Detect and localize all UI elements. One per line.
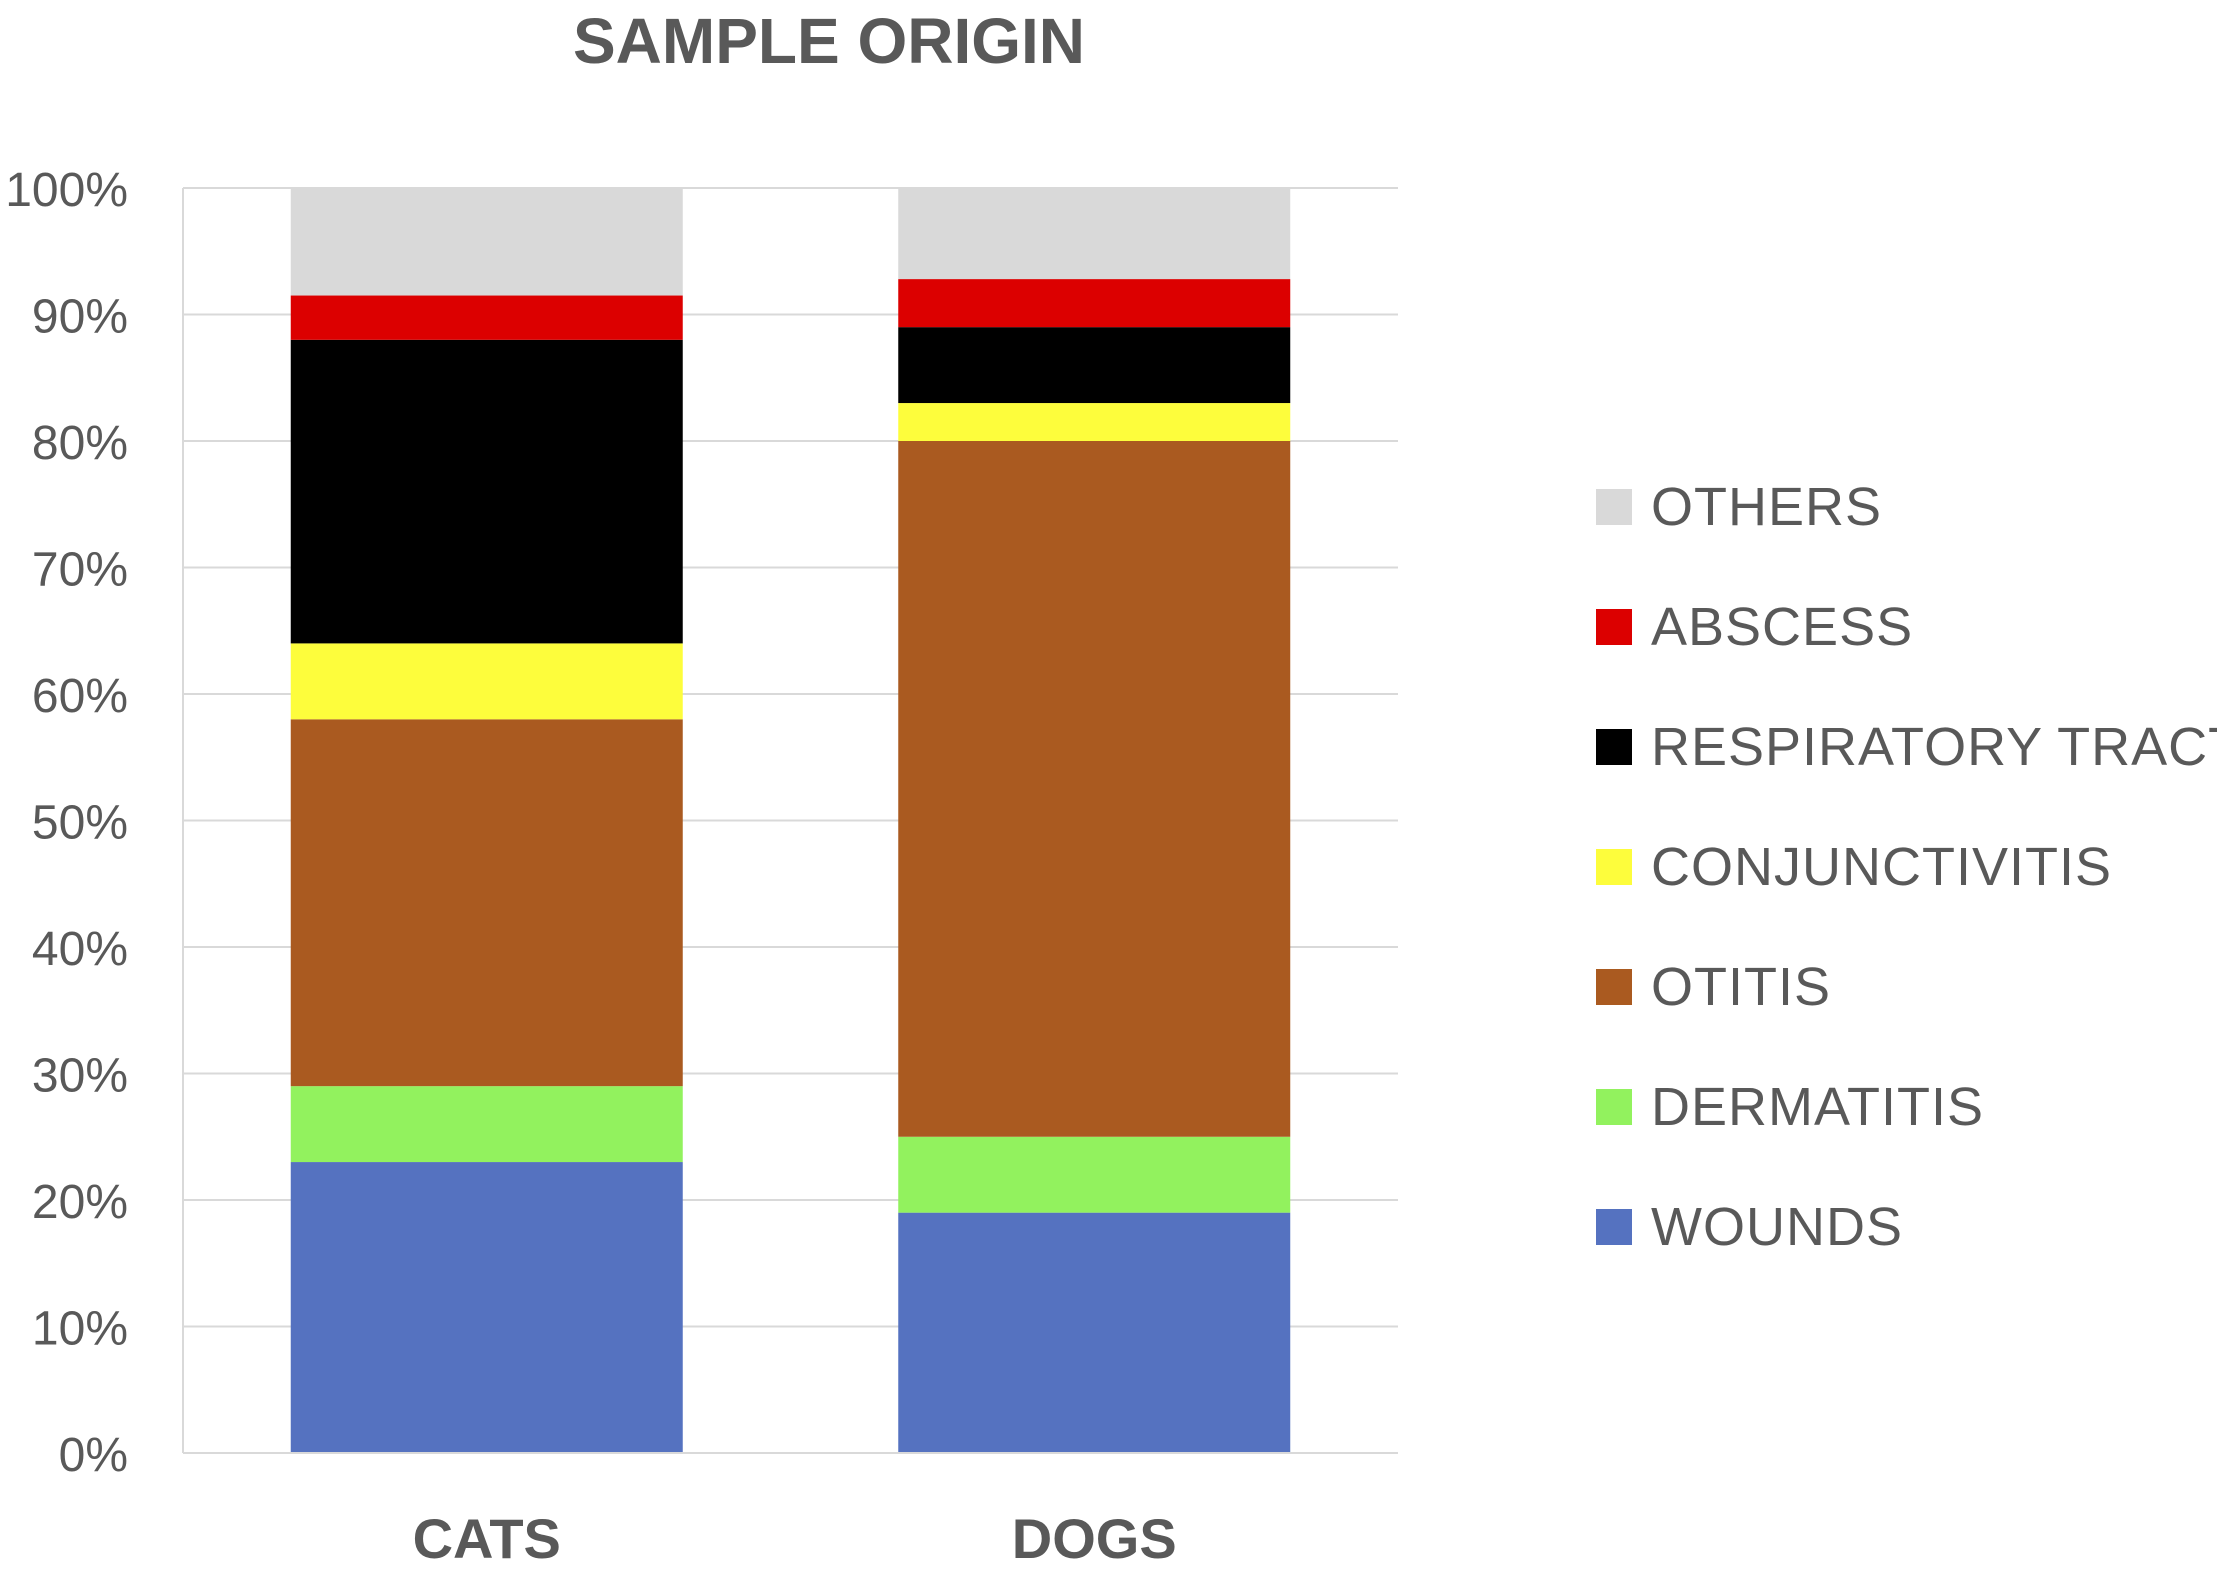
legend-label: DERMATITIS xyxy=(1651,1077,1984,1137)
legend-swatch xyxy=(1596,729,1632,765)
y-tick-label: 100% xyxy=(5,164,128,217)
chart-title: SAMPLE ORIGIN xyxy=(572,5,1086,77)
bar-dogs-wounds xyxy=(898,1212,1291,1453)
bar-cats-otitis xyxy=(290,719,683,1087)
legend-swatch xyxy=(1596,849,1632,885)
bar-cats-dermatitis xyxy=(290,1086,683,1163)
legend-swatch xyxy=(1596,1089,1632,1125)
legend-label: OTHERS xyxy=(1651,477,1883,537)
legend-label: WOUNDS xyxy=(1651,1197,1903,1257)
bar-dogs-dermatitis xyxy=(898,1136,1291,1213)
y-tick-label: 0% xyxy=(59,1429,128,1482)
legend-swatch xyxy=(1596,1209,1632,1245)
legend-swatch xyxy=(1596,609,1632,645)
legend-label: RESPIRATORY TRACT xyxy=(1651,717,2217,777)
legend-label: OTITIS xyxy=(1651,957,1831,1017)
x-tick-label: DOGS xyxy=(1012,1507,1177,1569)
legend-label: ABSCESS xyxy=(1651,597,1914,657)
bar-dogs-respiratory-tract xyxy=(898,327,1291,404)
y-tick-label: 10% xyxy=(32,1303,128,1356)
y-tick-label: 20% xyxy=(32,1176,128,1229)
x-tick-label: CATS xyxy=(413,1507,561,1569)
bar-cats-abscess xyxy=(290,295,683,340)
bar-cats-conjunctivitis xyxy=(290,643,683,720)
y-tick-label: 70% xyxy=(32,544,128,597)
bar-dogs-otitis xyxy=(898,441,1291,1137)
bar-cats-wounds xyxy=(290,1162,683,1453)
y-tick-label: 80% xyxy=(32,417,128,470)
y-tick-label: 60% xyxy=(32,670,128,723)
y-tick-label: 50% xyxy=(32,797,128,850)
legend-swatch xyxy=(1596,969,1632,1005)
bar-dogs-abscess xyxy=(898,279,1291,328)
bar-dogs-conjunctivitis xyxy=(898,403,1291,441)
y-tick-label: 30% xyxy=(32,1050,128,1103)
bar-cats-others xyxy=(290,188,683,296)
y-tick-label: 40% xyxy=(32,923,128,976)
bar-dogs-others xyxy=(898,188,1291,280)
legend-swatch xyxy=(1596,489,1632,525)
y-tick-label: 90% xyxy=(32,291,128,344)
legend-label: CONJUNCTIVITIS xyxy=(1651,837,2113,897)
bar-cats-respiratory-tract xyxy=(290,339,683,644)
